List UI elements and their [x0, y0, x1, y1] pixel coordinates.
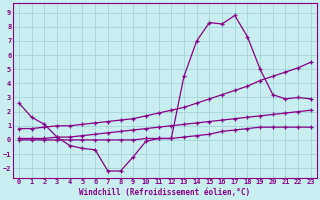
- X-axis label: Windchill (Refroidissement éolien,°C): Windchill (Refroidissement éolien,°C): [79, 188, 251, 197]
